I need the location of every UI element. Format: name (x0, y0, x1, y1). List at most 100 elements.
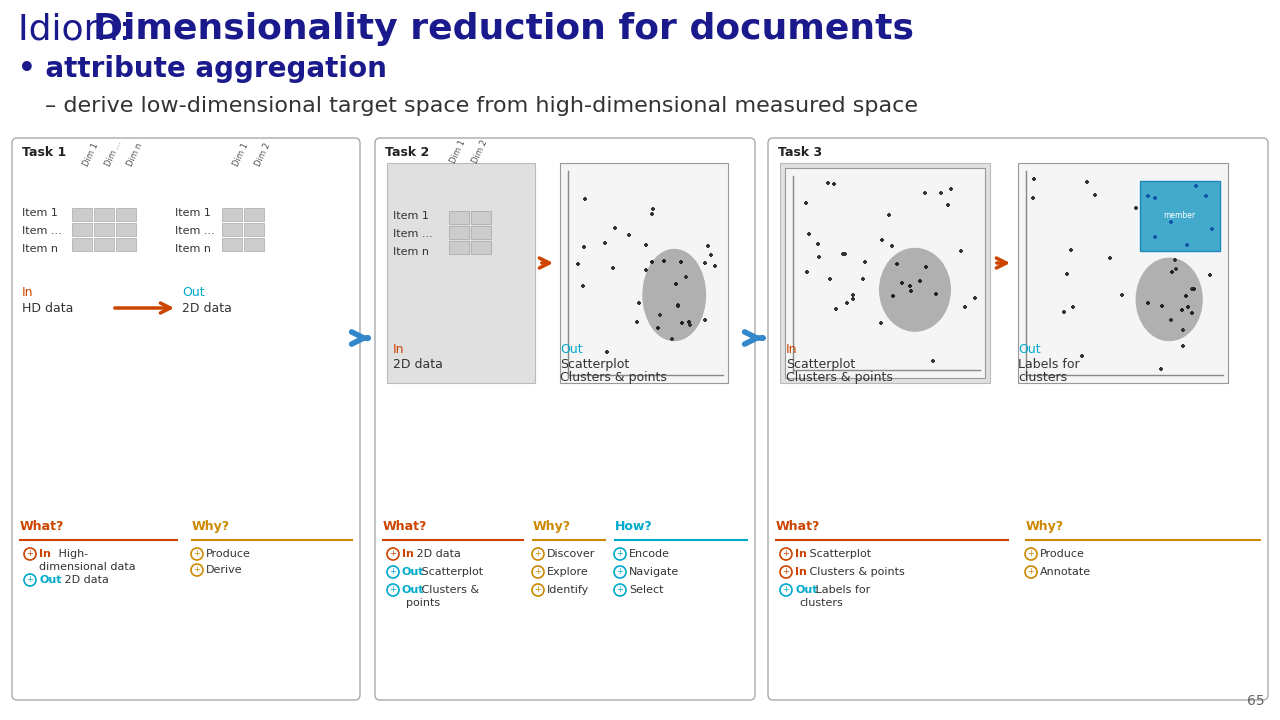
Point (1152, 229, 1172, 240)
Text: HD data: HD data (22, 302, 73, 315)
Text: dimensional data: dimensional data (38, 562, 136, 572)
Point (1172, 325, 1193, 336)
Bar (1018, 163, 1228, 383)
Point (641, 208, 662, 220)
Point (824, 178, 845, 189)
Point (901, 285, 922, 297)
Point (1161, 315, 1181, 326)
Point (1076, 176, 1097, 188)
Point (887, 258, 908, 269)
Point (636, 264, 657, 276)
Point (671, 256, 691, 268)
Text: +: + (617, 567, 623, 577)
Text: clusters: clusters (799, 598, 842, 608)
Text: Dim 2: Dim 2 (253, 142, 273, 168)
Text: Dim 2: Dim 2 (471, 139, 490, 165)
Point (1084, 189, 1105, 201)
Bar (116, 223, 136, 236)
Ellipse shape (879, 248, 951, 332)
Point (1053, 307, 1074, 318)
Point (1165, 263, 1185, 274)
Ellipse shape (643, 249, 707, 341)
FancyBboxPatch shape (12, 138, 360, 700)
Text: Task 2: Task 2 (385, 146, 429, 159)
Text: Annotate: Annotate (1039, 567, 1091, 577)
Point (648, 322, 668, 333)
Point (808, 238, 828, 250)
Bar (1139, 181, 1220, 251)
Text: Explore: Explore (547, 567, 589, 577)
Point (1162, 266, 1183, 278)
Text: +: + (1028, 549, 1034, 559)
Text: Clusters & points: Clusters & points (786, 371, 893, 384)
Text: Out: Out (561, 343, 582, 356)
Text: 2D data: 2D data (61, 575, 109, 585)
Point (603, 262, 623, 274)
Text: • attribute aggregation: • attribute aggregation (18, 55, 387, 83)
Text: +: + (535, 549, 541, 559)
Text: Dim 1: Dim 1 (232, 142, 251, 168)
Bar (449, 241, 468, 254)
Text: In: In (38, 549, 51, 559)
Text: 2D data: 2D data (413, 549, 461, 559)
Point (1171, 305, 1192, 316)
Text: Item n: Item n (22, 244, 58, 254)
Bar (244, 223, 264, 236)
Point (1176, 239, 1197, 251)
Text: Item ...: Item ... (175, 226, 215, 236)
Text: What?: What? (776, 520, 820, 533)
Text: What?: What? (383, 520, 428, 533)
Point (820, 274, 841, 285)
Text: Item ...: Item ... (393, 229, 433, 239)
Point (650, 310, 671, 321)
Text: Why?: Why? (532, 520, 571, 533)
Point (882, 240, 902, 252)
Point (950, 246, 970, 257)
Bar (221, 208, 242, 221)
Text: Scatterplot: Scatterplot (561, 358, 630, 371)
Text: Item n: Item n (393, 247, 429, 257)
Ellipse shape (1135, 258, 1203, 341)
Text: Produce: Produce (1039, 549, 1085, 559)
Bar (471, 241, 492, 254)
FancyBboxPatch shape (375, 138, 755, 700)
Point (1057, 268, 1078, 279)
Point (672, 317, 692, 328)
Point (1061, 244, 1082, 256)
Text: +: + (782, 585, 790, 595)
Text: How?: How? (614, 520, 653, 533)
Text: Discover: Discover (547, 549, 595, 559)
Bar (116, 238, 136, 251)
Text: Item 1: Item 1 (175, 208, 211, 218)
FancyBboxPatch shape (768, 138, 1268, 700)
Text: Item 1: Item 1 (393, 211, 429, 221)
Bar (93, 238, 114, 251)
Text: Dim 1: Dim 1 (82, 142, 101, 168)
Text: Labels for: Labels for (1018, 358, 1079, 371)
Text: High-: High- (55, 549, 88, 559)
Point (695, 314, 716, 325)
Point (596, 347, 617, 359)
Text: +: + (617, 549, 623, 559)
Point (662, 333, 682, 345)
Text: +: + (535, 567, 541, 577)
Point (1179, 301, 1199, 312)
Point (818, 178, 838, 189)
Point (852, 274, 873, 285)
Point (1024, 173, 1044, 184)
Text: Derive: Derive (206, 565, 243, 575)
Point (1151, 363, 1171, 374)
Point (1149, 186, 1170, 198)
Bar (449, 211, 468, 224)
Point (796, 197, 817, 209)
Text: points: points (406, 598, 440, 608)
Text: +: + (617, 585, 623, 595)
Point (842, 293, 863, 305)
Point (1199, 269, 1220, 281)
Text: In: In (795, 567, 806, 577)
Bar (93, 208, 114, 221)
Point (837, 297, 858, 309)
Point (1138, 297, 1158, 309)
Text: Out: Out (182, 286, 205, 299)
Point (955, 301, 975, 312)
